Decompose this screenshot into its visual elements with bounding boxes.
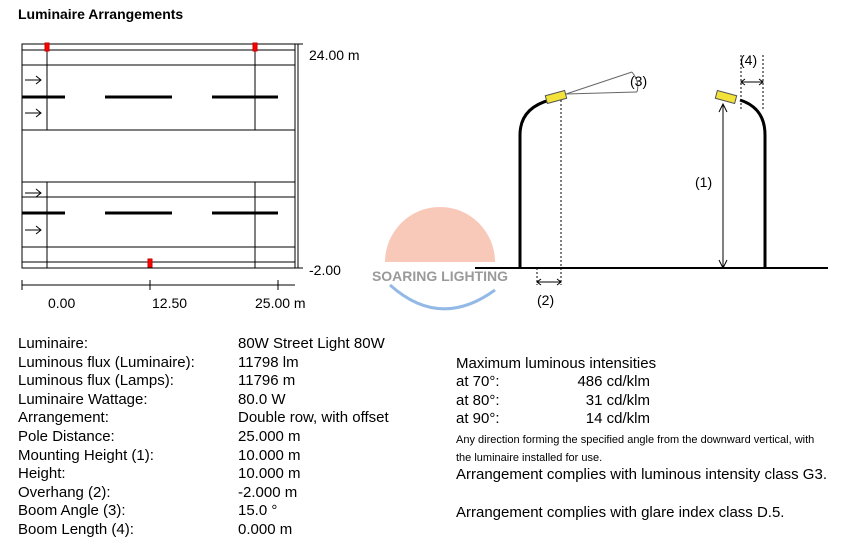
spec-label: Luminaire Wattage: bbox=[18, 390, 148, 408]
spec-label: Overhang (2): bbox=[18, 483, 111, 501]
spec-value: 80.0 W bbox=[238, 390, 286, 408]
pole-label: (1) bbox=[695, 174, 712, 190]
spec-value: 11798 lm bbox=[238, 353, 299, 371]
intensity-angle: at 80°: bbox=[456, 391, 500, 409]
pole-diagram bbox=[475, 55, 828, 286]
spec-value: -2.000 m bbox=[238, 483, 298, 501]
spec-value: 10.000 m bbox=[238, 465, 301, 483]
spec-label: Luminous flux (Lamps): bbox=[18, 372, 174, 390]
watermark-text: SOARING LIGHTING bbox=[372, 268, 508, 284]
intensity-value: 31 cd/klm bbox=[585, 391, 650, 409]
note: Any direction forming the specified angl… bbox=[456, 434, 815, 446]
x-label: 0.00 bbox=[48, 295, 75, 311]
pole-label: (4) bbox=[740, 52, 757, 68]
spec-value: 15.0 ° bbox=[238, 502, 278, 520]
y-label: -2.00 bbox=[309, 262, 341, 278]
spec-label: Pole Distance: bbox=[18, 428, 115, 445]
intensity-value: 486 cd/klm bbox=[577, 373, 650, 390]
spec-value: 25.000 m bbox=[238, 428, 301, 445]
title: Luminaire Arrangements bbox=[18, 6, 183, 22]
x-label: 25.00 m bbox=[255, 295, 306, 311]
x-label: 12.50 bbox=[152, 295, 187, 311]
spec-value: Double row, with offset bbox=[238, 409, 389, 427]
spec-value: 10.000 m bbox=[238, 446, 301, 464]
spec-label: Mounting Height (1): bbox=[18, 446, 154, 464]
spec-value: 0.000 m bbox=[238, 521, 293, 538]
road-plan bbox=[21, 42, 303, 290]
watermark: SOARING LIGHTING bbox=[372, 207, 508, 311]
intensity-angle: at 70°: bbox=[456, 373, 500, 390]
spec-label: Boom Angle (3): bbox=[18, 502, 126, 520]
spec-value: 80W Street Light 80W bbox=[238, 335, 385, 352]
spec-label: Boom Length (4): bbox=[18, 521, 134, 538]
intensity-angle: at 90°: bbox=[456, 410, 500, 428]
compliance: Arrangement complies with luminous inten… bbox=[456, 466, 827, 483]
compliance: Arrangement complies with glare index cl… bbox=[456, 504, 785, 521]
spec-label: Luminaire: bbox=[18, 335, 89, 352]
spec-label: Arrangement: bbox=[18, 409, 109, 427]
spec-value: 11796 m bbox=[238, 372, 296, 390]
spec-label: Luminous flux (Luminaire): bbox=[18, 353, 195, 371]
y-label: 24.00 m bbox=[309, 47, 360, 63]
intensity-heading: Maximum luminous intensities bbox=[456, 355, 657, 372]
spec-label: Height: bbox=[18, 465, 66, 483]
pole-label: (2) bbox=[537, 292, 554, 308]
intensity-value: 14 cd/klm bbox=[585, 410, 650, 428]
pole-label: (3) bbox=[630, 73, 647, 89]
note: the luminaire installed for use. bbox=[456, 452, 603, 464]
